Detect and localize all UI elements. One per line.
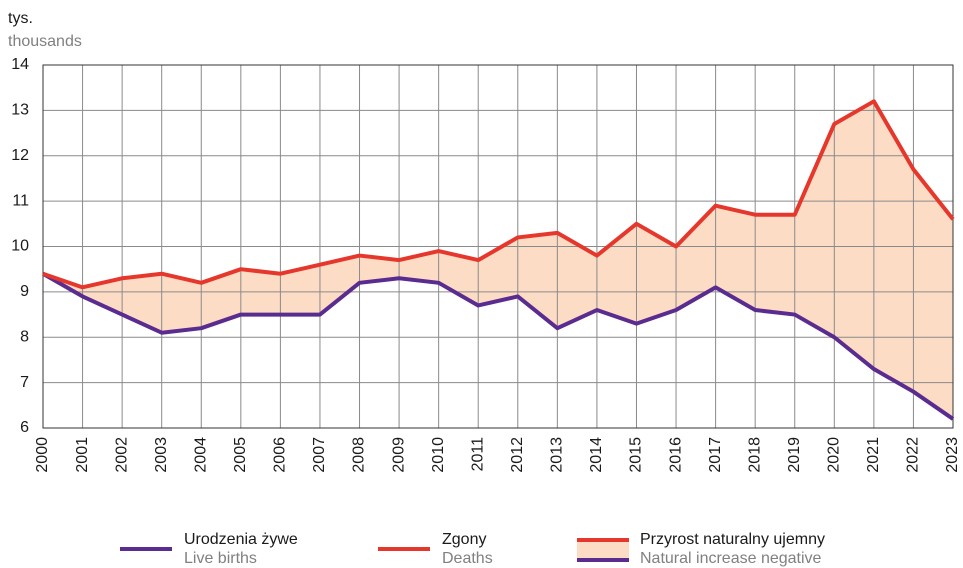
x-tick-label: 2018	[746, 437, 763, 473]
y-axis-label-en: thousands	[8, 33, 82, 50]
x-tick-label: 2004	[192, 437, 209, 473]
x-tick-label: 2003	[153, 437, 170, 473]
legend-label-en: Deaths	[442, 550, 493, 567]
y-tick-label: 11	[12, 192, 29, 209]
legend-label-en: Live births	[184, 550, 257, 567]
x-tick-label: 2020	[826, 437, 843, 473]
area-fill	[43, 101, 953, 419]
series-line	[42, 271, 955, 421]
x-tick-label: 2011	[469, 437, 486, 472]
y-axis-label: tys.	[8, 10, 33, 27]
x-tick-label: 2009	[390, 437, 407, 473]
x-tick-label: 2002	[113, 437, 130, 473]
x-tick-label: 2008	[351, 437, 368, 473]
legend-label: Urodzenia żywe	[184, 531, 298, 548]
series-line	[42, 99, 955, 290]
y-tick-label: 13	[11, 102, 29, 119]
x-tick-label: 2012	[509, 437, 526, 473]
legend-label: Zgony	[442, 531, 486, 548]
legend-swatch-area	[577, 540, 629, 559]
x-tick-label: 2017	[707, 437, 724, 473]
x-tick-label: 2021	[865, 437, 882, 473]
x-tick-label: 2001	[74, 437, 91, 473]
x-tick-label: 2010	[430, 437, 447, 473]
x-tick-label: 2005	[232, 437, 249, 473]
plot-border	[42, 64, 954, 429]
x-tick-label: 2014	[588, 437, 605, 473]
y-tick-label: 6	[20, 419, 29, 436]
x-tick-label: 2016	[667, 437, 684, 473]
x-tick-label: 2023	[944, 437, 961, 473]
y-tick-label: 14	[11, 56, 29, 73]
x-tick-label: 2019	[786, 437, 803, 473]
x-tick-label: 2013	[549, 437, 566, 473]
y-tick-label: 12	[11, 147, 29, 164]
y-tick-label: 9	[20, 283, 29, 300]
legend-label: Przyrost naturalny ujemny	[640, 531, 825, 548]
x-tick-label: 2000	[34, 437, 51, 473]
x-tick-label: 2022	[905, 437, 922, 473]
x-tick-label: 2007	[311, 437, 328, 473]
y-tick-label: 10	[11, 238, 29, 255]
x-tick-label: 2006	[272, 437, 289, 473]
y-tick-label: 7	[20, 374, 29, 391]
y-tick-label: 8	[20, 328, 29, 345]
legend-label-en: Natural increase negative	[640, 550, 822, 567]
x-tick-label: 2015	[628, 437, 645, 473]
